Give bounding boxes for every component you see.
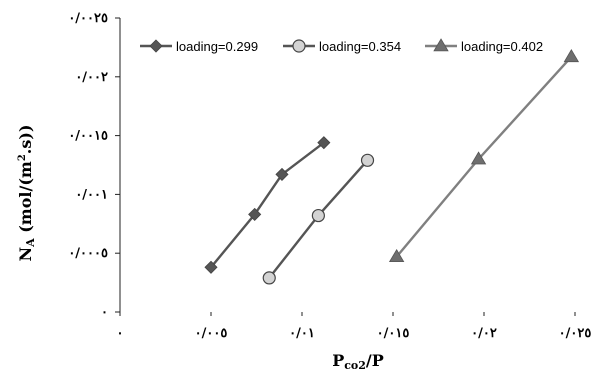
legend-label: loading=0.299 — [176, 39, 258, 54]
y-tick-label: ٠ — [101, 305, 108, 320]
x-tick-label: ٠/٠١٥ — [377, 326, 410, 341]
circle-marker — [262, 271, 276, 285]
y-tick-label: ٠/٠٠٠٥ — [68, 246, 108, 261]
series-3 — [388, 49, 580, 263]
circle-marker — [360, 153, 375, 167]
legend-label: loading=0.354 — [319, 39, 401, 54]
y-axis: ٠ ٠/٠٠٠٥ ٠/٠٠١ ٠/٠٠١٥ ٠/٠٠٢ ٠/٠٠٢٥ — [68, 11, 121, 320]
circle-marker — [311, 208, 325, 223]
series-line — [210, 141, 325, 269]
series-layer — [204, 49, 580, 285]
legend: loading=0.299 loading=0.354 loading=0.402 — [140, 38, 543, 54]
circle-marker — [292, 39, 306, 53]
triangle-marker — [470, 151, 487, 165]
triangle-marker — [563, 49, 580, 63]
legend-label: loading=0.402 — [461, 39, 543, 54]
x-tick-label: ٠/٠٠٥ — [195, 326, 228, 341]
triangle-marker — [433, 38, 449, 52]
x-tick-label: ٠ — [117, 326, 124, 341]
y-tick-label: ٠/٠٠٢٥ — [68, 11, 108, 26]
series-2 — [262, 153, 375, 285]
y-tick-label: ٠/٠٠١٥ — [68, 129, 108, 144]
triangle-marker — [388, 248, 405, 263]
series-line — [395, 56, 573, 258]
diamond-marker — [275, 167, 289, 181]
x-tick-label: ٠/٠٢ — [471, 326, 497, 341]
y-axis-title: NA (mol/(m2.s)) — [16, 124, 37, 261]
diamond-marker — [204, 260, 218, 274]
series-1 — [204, 136, 331, 274]
x-axis-title: Pco2/P — [332, 351, 384, 369]
diamond-marker — [149, 39, 163, 53]
diamond-marker — [317, 136, 331, 150]
x-tick-label: ٠/٠٢٥ — [559, 326, 592, 341]
y-tick-label: ٠/٠٠١ — [75, 187, 108, 202]
diamond-marker — [248, 207, 262, 221]
x-tick-label: ٠/٠١ — [289, 326, 315, 341]
x-axis: ٠ ٠/٠٠٥ ٠/٠١ ٠/٠١٥ ٠/٠٢ ٠/٠٢٥ — [117, 312, 592, 341]
y-tick-label: ٠/٠٠٢ — [75, 70, 108, 85]
